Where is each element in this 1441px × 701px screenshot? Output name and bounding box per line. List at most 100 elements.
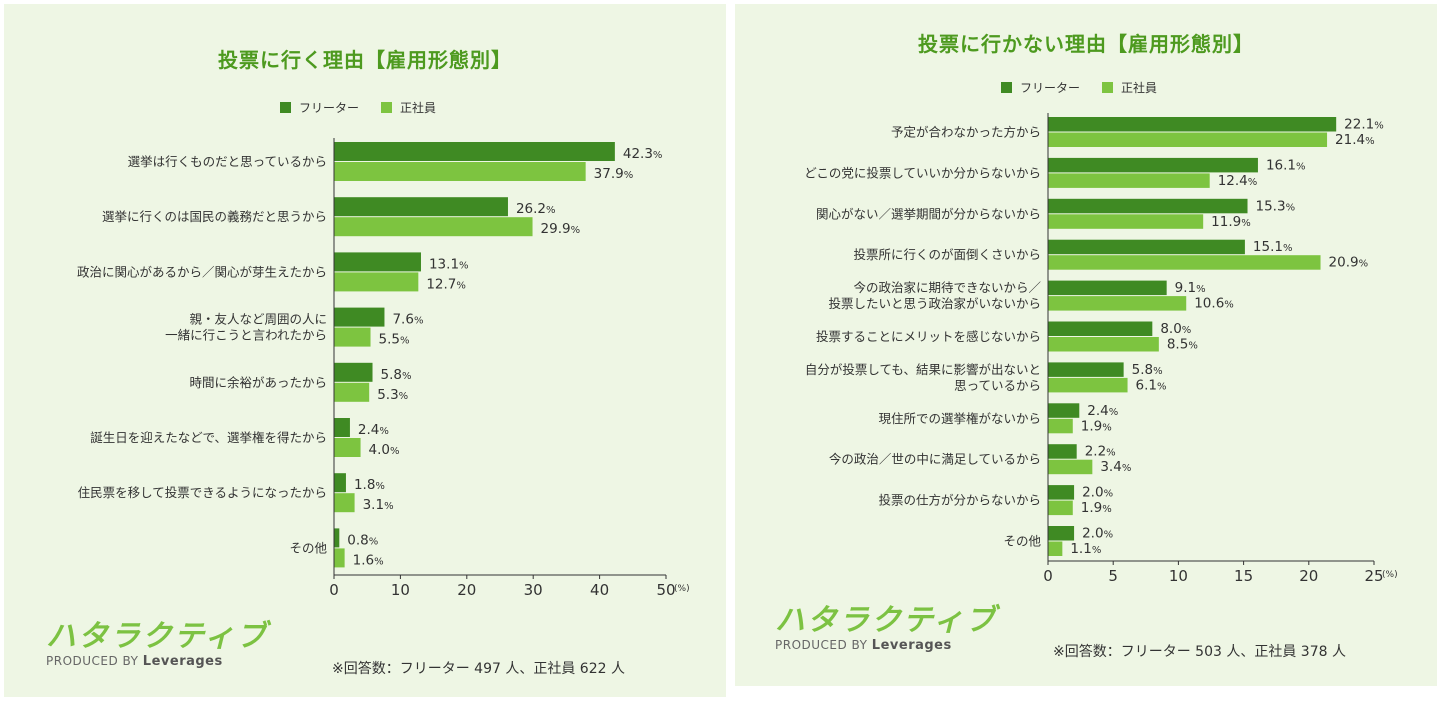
category-label: その他 xyxy=(289,540,327,555)
logo-produced-by-text: PRODUCED BY xyxy=(775,638,868,652)
data-label: 2.4% xyxy=(1087,403,1118,419)
data-label: 29.9% xyxy=(541,221,581,237)
data-label-unit: % xyxy=(571,225,581,236)
data-label-unit: % xyxy=(1106,448,1116,459)
data-label-unit: % xyxy=(1157,381,1167,392)
data-label-unit: % xyxy=(1182,325,1192,336)
logo: ハタラクティブ PRODUCED BY Leverages xyxy=(775,604,997,654)
data-label: 1.6% xyxy=(353,552,384,568)
legend-label-seishain: 正社員 xyxy=(1121,81,1158,95)
x-axis-unit: (%) xyxy=(674,584,690,594)
data-label-value: 15.1 xyxy=(1253,239,1283,255)
category-label-line: 今の政治／世の中に満足しているから xyxy=(829,452,1041,467)
category-label: どこの党に投票していいか分からないから xyxy=(804,165,1041,180)
data-label: 8.0% xyxy=(1160,321,1191,337)
x-tick-label: 25 xyxy=(1364,567,1383,585)
x-tick-label: 30 xyxy=(524,581,543,599)
data-label-unit: % xyxy=(374,556,384,567)
data-label-unit: % xyxy=(399,391,409,402)
respondent-count: ※回答数：フリーター 503 人、正社員 378 人 xyxy=(1053,644,1346,660)
data-label-value: 0.8 xyxy=(347,532,368,548)
data-label-unit: % xyxy=(1365,136,1375,147)
data-label-unit: % xyxy=(1359,259,1369,270)
data-label: 3.4% xyxy=(1100,459,1131,475)
data-label-value: 26.2 xyxy=(516,201,546,217)
data-label-unit: % xyxy=(546,205,556,216)
x-tick-label: 15 xyxy=(1234,567,1253,585)
logo: ハタラクティブ PRODUCED BY Leverages xyxy=(46,620,268,670)
data-label: 26.2% xyxy=(516,201,556,217)
category-label-line: 時間に余裕があったから xyxy=(189,375,327,390)
data-label-value: 1.1 xyxy=(1070,541,1091,557)
legend-label-seishain: 正社員 xyxy=(400,101,437,115)
data-label-value: 1.9 xyxy=(1081,500,1102,516)
bar-freeter xyxy=(334,362,373,382)
bar-seishain xyxy=(1048,500,1073,516)
category-label-line: 親・友人など周囲の人に xyxy=(189,312,327,327)
data-label: 1.9% xyxy=(1081,500,1112,516)
x-tick-label: 5 xyxy=(1108,567,1118,585)
bar-chart-left: 選挙は行くものだと思っているから 42.3%37.9%選挙に行くのは国民の義務だと… xyxy=(77,138,690,599)
category-label: 自分が投票しても、結果に影響が出ないと思っているから xyxy=(805,362,1041,393)
data-label-unit: % xyxy=(1102,504,1112,515)
data-label-value: 8.5 xyxy=(1167,337,1188,353)
bar-freeter xyxy=(1048,321,1153,336)
bar-freeter xyxy=(1048,280,1167,296)
category-label: 今の政治家に期待できないから／投票したいと思う政治家がいないから xyxy=(828,280,1041,311)
legend-swatch-freeter xyxy=(1001,82,1012,93)
bar-seishain xyxy=(1048,541,1063,556)
bar-seishain xyxy=(1048,255,1321,270)
data-label: 5.3% xyxy=(377,387,408,403)
data-label-unit: % xyxy=(400,336,410,347)
data-label-unit: % xyxy=(459,260,469,271)
data-label-unit: % xyxy=(1188,341,1198,352)
data-label-unit: % xyxy=(1248,177,1258,188)
bar-freeter xyxy=(1048,362,1124,377)
category-label: 予定が合わなかった方から xyxy=(891,125,1041,140)
data-label: 9.1% xyxy=(1175,280,1206,296)
category-label-line: 誕生日を迎えたなどで、選挙権を得たから xyxy=(90,430,327,445)
data-label-unit: % xyxy=(402,371,412,382)
data-label-unit: % xyxy=(653,150,663,161)
data-label-unit: % xyxy=(375,481,385,492)
data-label: 4.0% xyxy=(369,442,400,458)
bar-freeter xyxy=(1048,198,1248,214)
data-label-unit: % xyxy=(1296,161,1306,172)
category-label: 誕生日を迎えたなどで、選挙権を得たから xyxy=(90,430,327,445)
data-label: 1.8% xyxy=(354,477,385,493)
bar-freeter xyxy=(334,418,350,437)
x-tick-label: 20 xyxy=(1299,567,1318,585)
data-label-value: 1.9 xyxy=(1081,418,1102,434)
data-label-unit: % xyxy=(1153,366,1163,377)
data-label-value: 2.0 xyxy=(1082,485,1103,501)
bar-seishain xyxy=(1048,377,1128,393)
data-label: 10.6% xyxy=(1194,296,1234,312)
data-label-unit: % xyxy=(1196,284,1206,295)
category-label: 選挙に行くのは国民の義務だと思うから xyxy=(102,209,327,224)
data-label-value: 12.4 xyxy=(1218,173,1248,189)
data-label: 0.8% xyxy=(347,532,378,548)
data-label: 16.1% xyxy=(1266,157,1306,173)
data-label-value: 21.4 xyxy=(1335,132,1365,148)
bar-seishain xyxy=(334,162,586,181)
bar-seishain xyxy=(334,382,370,402)
bar-freeter xyxy=(334,473,346,493)
bar-seishain xyxy=(1048,296,1187,311)
category-label-line: 投票所に行くのが面倒くさいから xyxy=(853,247,1041,262)
category-label-line: 思っているから xyxy=(954,378,1041,393)
category-label: 今の政治／世の中に満足しているから xyxy=(829,452,1041,467)
data-label-unit: % xyxy=(1122,463,1132,474)
panel-right: 投票に行かない理由【雇用形態別】 フリーター 正社員 予定が合わなかった方から 2… xyxy=(735,4,1437,686)
bar-seishain xyxy=(334,327,371,347)
data-label: 1.9% xyxy=(1081,418,1112,434)
legend-swatch-seishain xyxy=(1102,82,1114,93)
data-label: 2.0% xyxy=(1082,485,1113,501)
data-label-unit: % xyxy=(624,170,634,181)
category-label-line: 投票することにメリットを感じないから xyxy=(816,329,1041,344)
data-label-value: 37.9 xyxy=(594,166,624,182)
data-label-value: 5.5 xyxy=(379,332,400,348)
data-label-value: 10.6 xyxy=(1194,296,1224,312)
category-label-line: 住民票を移して投票できるようになったから xyxy=(78,485,327,500)
data-label-unit: % xyxy=(1224,300,1234,311)
data-label-unit: % xyxy=(1092,545,1102,556)
